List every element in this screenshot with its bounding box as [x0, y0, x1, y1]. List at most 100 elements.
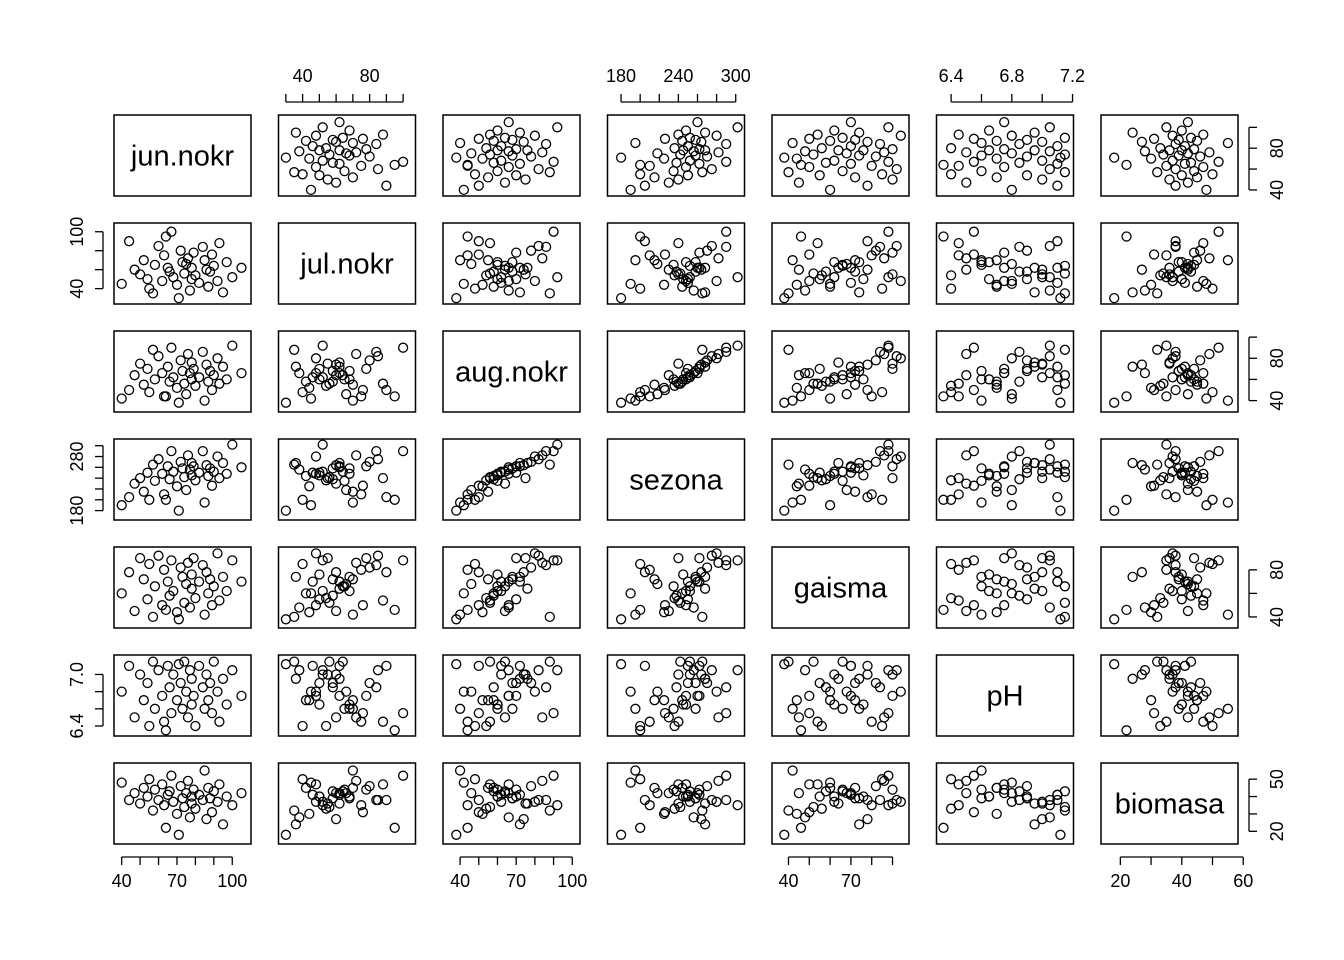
data-point [129, 787, 140, 799]
data-point [123, 384, 135, 396]
data-point [451, 659, 462, 670]
panel-frame [606, 114, 746, 197]
tick-label: 280 [67, 441, 87, 471]
data-point [1182, 576, 1194, 587]
data-point [451, 152, 462, 163]
panel-pH-vs-aug.nokr [442, 654, 581, 737]
data-point [149, 703, 161, 714]
data-point [492, 699, 503, 710]
data-point [1044, 163, 1055, 175]
data-point [327, 134, 338, 146]
data-point [953, 564, 964, 575]
data-point [808, 149, 819, 160]
data-point [162, 660, 173, 672]
data-point [1155, 592, 1166, 604]
data-point [310, 353, 322, 364]
data-point [854, 819, 865, 830]
data-point [1176, 170, 1187, 181]
data-point [812, 237, 823, 249]
variable-label: biomasa [1115, 789, 1225, 821]
data-point [462, 716, 473, 727]
data-point [389, 604, 400, 616]
data-point [1198, 367, 1209, 379]
data-point [682, 170, 694, 181]
data-point [1182, 605, 1194, 617]
data-point [304, 481, 315, 492]
data-point [1014, 794, 1025, 806]
data-point [160, 725, 172, 736]
data-point [883, 800, 894, 811]
data-point [280, 829, 292, 840]
data-point [473, 180, 484, 191]
data-point [673, 174, 684, 185]
data-point [344, 125, 355, 136]
data-point [673, 595, 684, 606]
tick-label: 70 [506, 871, 526, 891]
data-point [945, 475, 957, 486]
data-point [334, 583, 345, 594]
data-point [649, 172, 660, 183]
data-point [991, 782, 1002, 794]
data-point [1161, 716, 1172, 727]
data-point [305, 588, 317, 599]
data-point [473, 236, 484, 247]
data-point [520, 472, 531, 484]
data-point [625, 686, 636, 697]
data-point [1055, 614, 1066, 625]
data-point [1044, 351, 1055, 362]
data-point [961, 557, 972, 568]
data-point [824, 281, 836, 292]
data-point [684, 585, 696, 597]
data-point [175, 355, 186, 366]
data-point [862, 384, 873, 396]
data-point [833, 145, 844, 156]
data-point [713, 712, 724, 723]
data-point [499, 132, 511, 143]
data-point [1161, 391, 1172, 402]
panel-aug.nokr-vs-jun.nokr [113, 330, 252, 413]
data-point [783, 805, 794, 816]
data-point [692, 262, 703, 273]
data-point [482, 695, 494, 706]
data-point [688, 812, 699, 823]
data-point [991, 481, 1002, 492]
data-point [514, 819, 526, 830]
data-point [699, 127, 711, 138]
data-point [160, 494, 172, 505]
panel-frame [442, 762, 581, 845]
tick-label: 240 [663, 66, 693, 86]
data-point [177, 703, 188, 714]
data-point [330, 605, 342, 617]
data-point [540, 138, 552, 150]
panel-frame [771, 654, 910, 737]
data-point [991, 376, 1002, 387]
data-point [1173, 266, 1184, 277]
data-point [824, 135, 836, 147]
data-point [870, 151, 882, 162]
data-point [454, 255, 466, 266]
variable-label: pH [986, 681, 1023, 713]
data-point [160, 231, 172, 242]
data-point [845, 140, 857, 152]
data-point [795, 391, 807, 402]
data-point [678, 699, 689, 710]
data-point [694, 552, 705, 564]
data-point [1127, 361, 1138, 372]
data-point [858, 374, 869, 385]
data-point [1204, 253, 1215, 264]
data-point [630, 765, 641, 776]
data-point [684, 272, 696, 283]
data-point [999, 367, 1010, 379]
data-point [1037, 359, 1048, 370]
data-point [201, 813, 212, 825]
data-point [1198, 129, 1209, 140]
data-point [721, 156, 732, 167]
data-point [1052, 384, 1063, 396]
panel-aug.nokr-vs-biomasa [1100, 330, 1239, 413]
panel-aug.nokr-vs-jul.nokr [277, 330, 417, 413]
data-point [895, 353, 906, 364]
data-point [991, 172, 1002, 183]
data-point [129, 712, 140, 723]
data-point [1152, 459, 1163, 470]
data-point [212, 796, 223, 807]
